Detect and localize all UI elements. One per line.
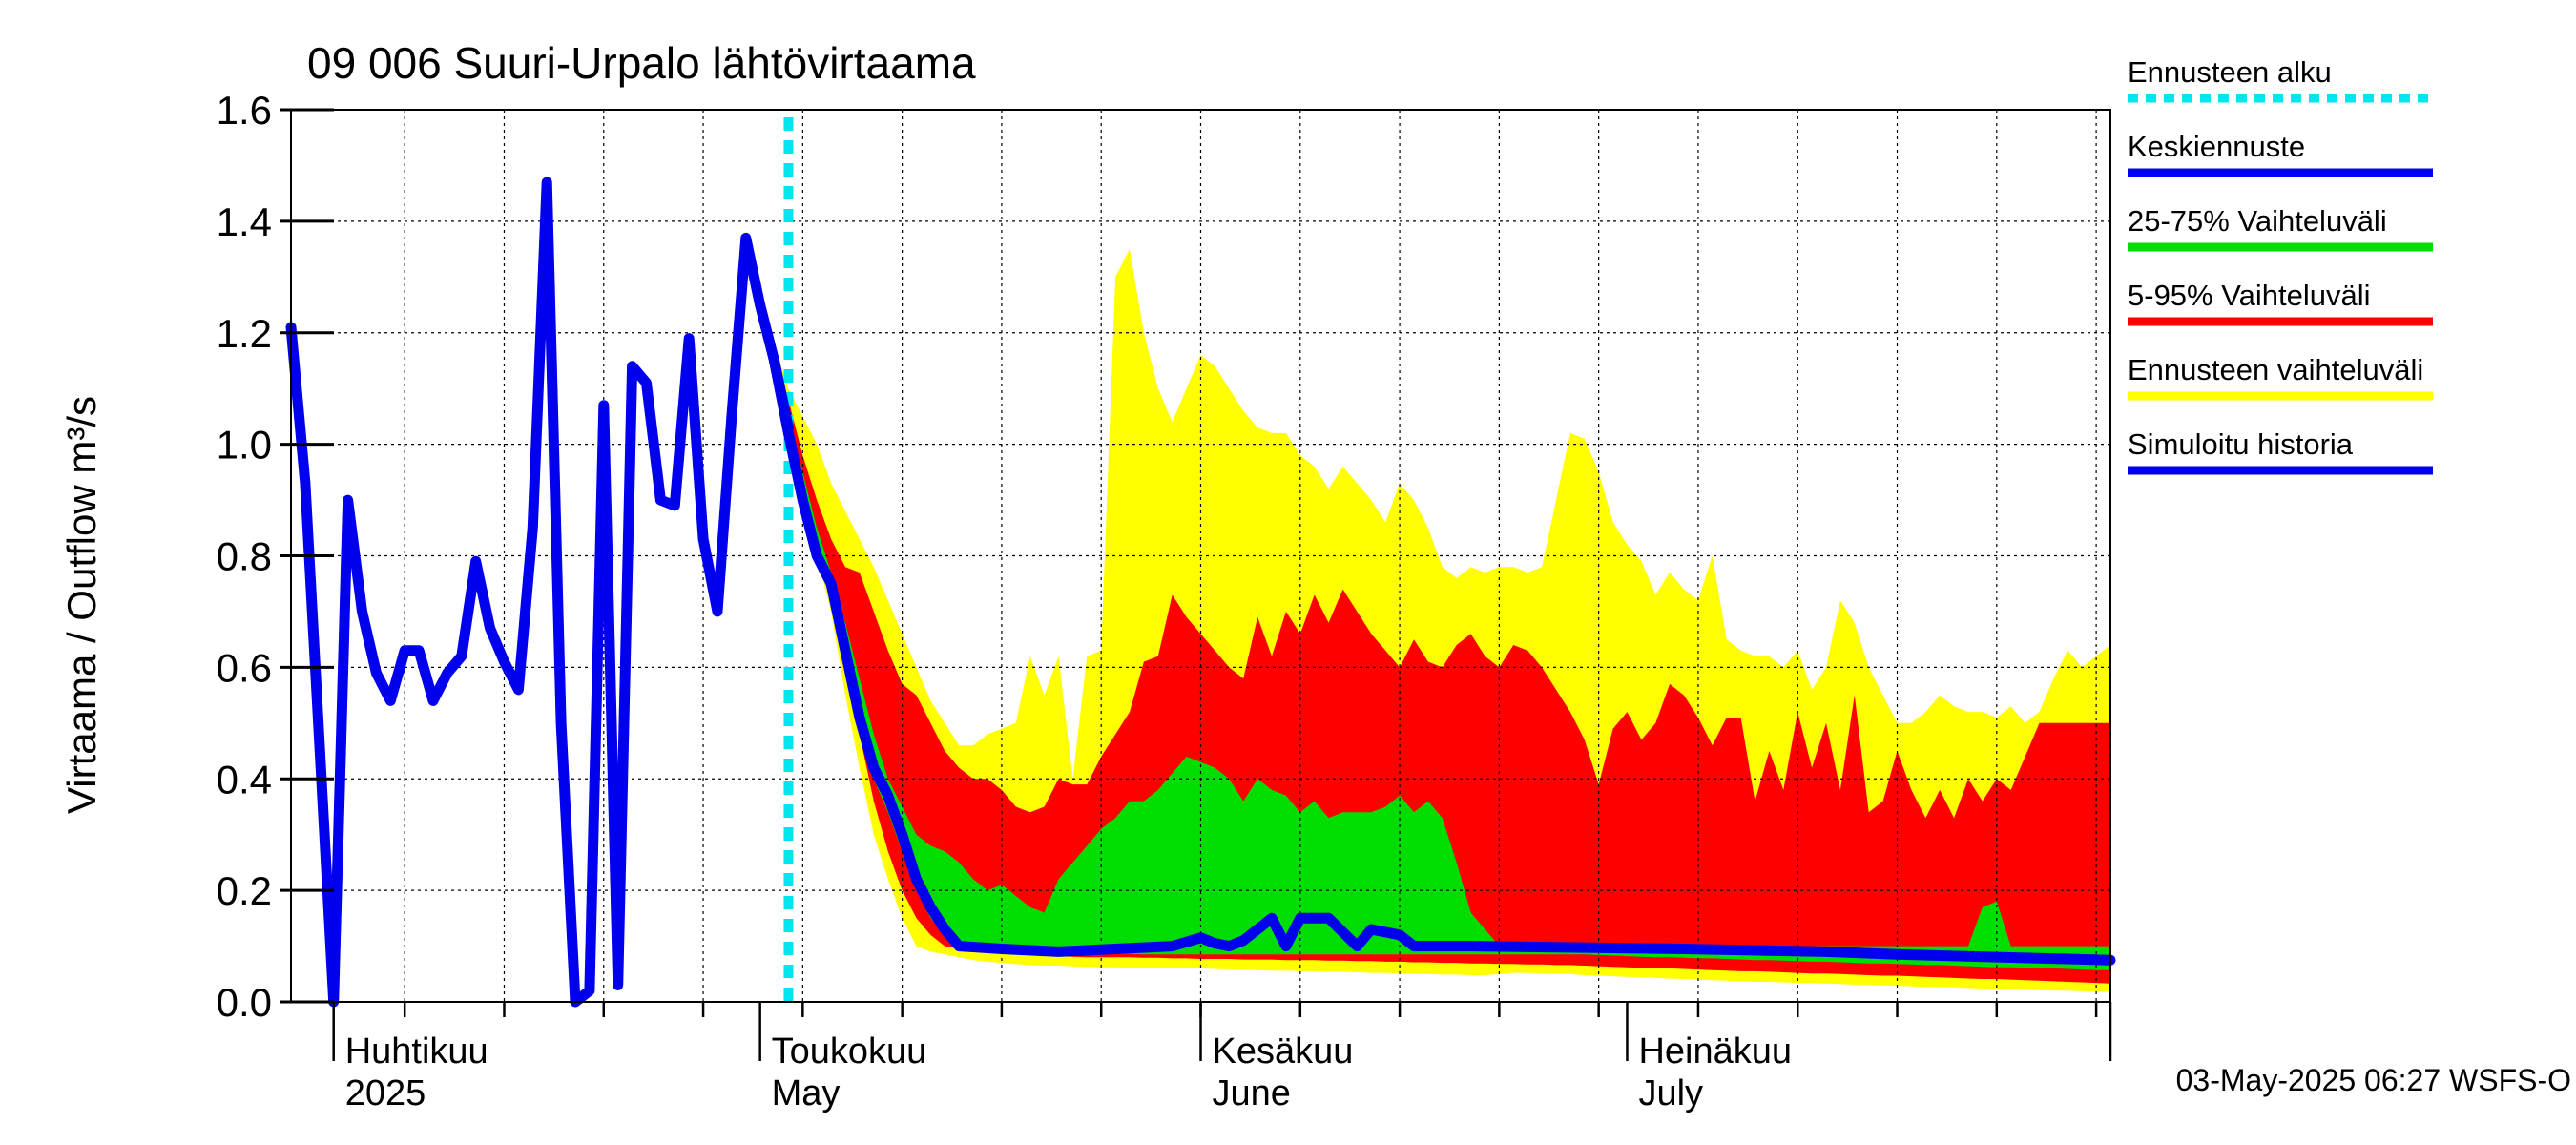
series-line-1 [769,355,2116,966]
y-tick-label: 1.2 [217,311,272,356]
y-tick-label: 1.0 [217,423,272,468]
legend-label: 5-95% Vaihteluväli [2128,279,2370,312]
y-tick-label: 0.6 [217,645,272,690]
legend-label: Ennusteen vaihteluväli [2128,353,2423,386]
y-tick-label: 1.6 [217,88,272,133]
legend-label: Simuloitu historia [2128,427,2354,461]
y-tick-label: 1.4 [217,199,272,244]
x-month-sublabel: July [1638,1073,1703,1114]
x-month-label: Huhtikuu [345,1031,488,1072]
x-month-label: Heinäkuu [1638,1031,1792,1072]
y-tick-label: 0.4 [217,757,272,802]
y-axis-label: Virtaama / Outflow m³/s [59,396,104,814]
series-line-0 [285,177,794,1008]
legend-label: 25-75% Vaihteluväli [2128,204,2387,238]
x-month-sublabel: June [1213,1073,1291,1114]
x-month-label: Toukokuu [772,1031,927,1072]
x-month-sublabel: 2025 [345,1073,426,1114]
chart-title: 09 006 Suuri-Urpalo lähtövirtaama [307,38,976,88]
y-tick-label: 0.2 [217,868,272,913]
footer-timestamp: 03-May-2025 06:27 WSFS-O [2176,1063,2571,1097]
legend: Ennusteen alku Keskiennuste 25-75% Vaihtel… [2128,55,2433,475]
band-2 [774,361,2110,970]
legend-label: Ennusteen alku [2128,55,2332,89]
y-tick-label: 0.8 [217,534,272,579]
x-month-sublabel: May [772,1073,841,1114]
bands-layer [774,249,2110,992]
x-month-label: Kesäkuu [1213,1031,1354,1072]
y-tick-label: 0.0 [217,980,272,1025]
lines-layer [285,117,2116,1008]
legend-label: Keskiennuste [2128,130,2305,163]
